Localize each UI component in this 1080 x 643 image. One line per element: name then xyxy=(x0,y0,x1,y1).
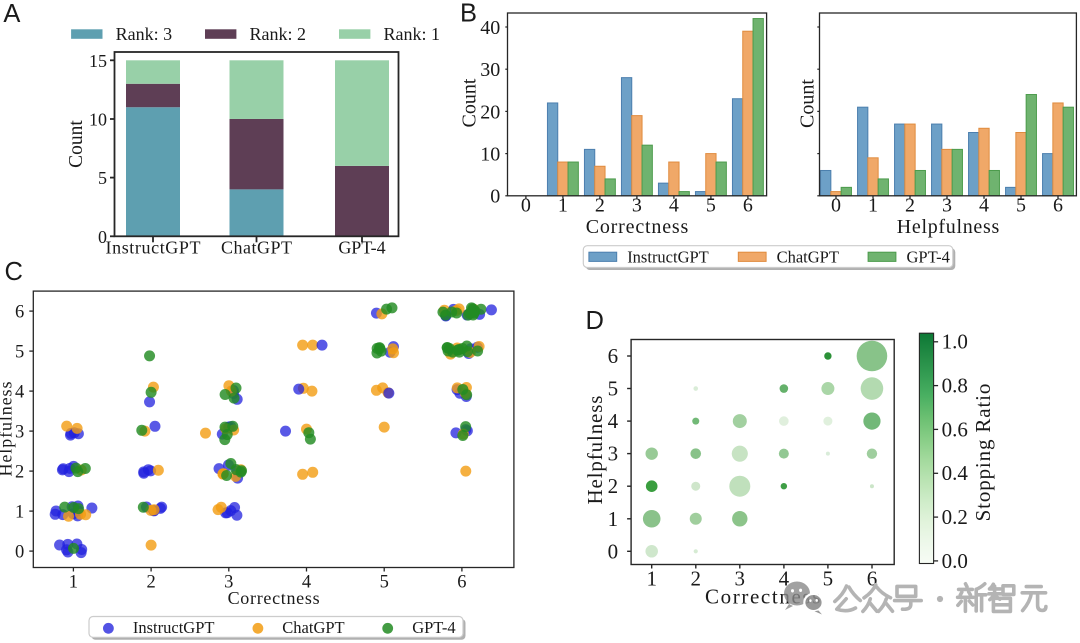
svg-text:5: 5 xyxy=(98,168,107,188)
svg-text:5: 5 xyxy=(380,573,389,593)
svg-text:ChatGPT: ChatGPT xyxy=(282,618,344,637)
svg-text:GPT-4: GPT-4 xyxy=(412,618,455,637)
svg-text:1: 1 xyxy=(608,507,619,531)
svg-text:0.8: 0.8 xyxy=(942,374,968,398)
svg-text:Stopping Ratio: Stopping Ratio xyxy=(971,384,995,522)
svg-text:D: D xyxy=(586,307,604,335)
svg-text:0: 0 xyxy=(831,195,841,217)
svg-text:Helpfulness: Helpfulness xyxy=(583,396,607,505)
svg-text:InstructGPT: InstructGPT xyxy=(106,238,201,258)
svg-text:InstructGPT: InstructGPT xyxy=(133,618,215,637)
svg-text:C: C xyxy=(5,258,23,286)
svg-text:A: A xyxy=(3,0,20,28)
svg-text:0: 0 xyxy=(98,227,107,247)
svg-text:1.0: 1.0 xyxy=(942,330,968,354)
svg-text:Count: Count xyxy=(458,78,480,127)
svg-text:3: 3 xyxy=(735,567,746,591)
svg-text:0.0: 0.0 xyxy=(942,549,968,573)
svg-text:ChatGPT: ChatGPT xyxy=(777,247,839,266)
svg-text:1: 1 xyxy=(558,195,568,217)
svg-text:0.2: 0.2 xyxy=(942,505,968,529)
svg-text:Rank: 2: Rank: 2 xyxy=(250,24,307,44)
svg-text:2: 2 xyxy=(905,195,915,217)
svg-text:4: 4 xyxy=(15,383,24,403)
svg-text:Count: Count xyxy=(796,79,818,128)
svg-text:Rank: 3: Rank: 3 xyxy=(116,24,173,44)
svg-text:2: 2 xyxy=(146,573,155,593)
svg-text:4: 4 xyxy=(979,195,989,217)
svg-text:2: 2 xyxy=(608,474,619,498)
svg-text:6: 6 xyxy=(457,573,466,593)
svg-text:0: 0 xyxy=(608,539,619,563)
svg-text:10: 10 xyxy=(89,110,107,130)
svg-text:6: 6 xyxy=(743,195,753,217)
svg-text:2: 2 xyxy=(691,567,702,591)
svg-text:ChatGPT: ChatGPT xyxy=(221,238,292,258)
svg-text:20: 20 xyxy=(480,101,500,123)
svg-text:0.6: 0.6 xyxy=(942,417,968,441)
svg-text:Helpfulness: Helpfulness xyxy=(0,382,16,477)
svg-text:1: 1 xyxy=(69,573,78,593)
svg-text:4: 4 xyxy=(669,195,679,217)
svg-text:0: 0 xyxy=(521,195,531,217)
svg-text:Rank: 1: Rank: 1 xyxy=(384,24,441,44)
svg-text:10: 10 xyxy=(480,144,500,166)
svg-text:0: 0 xyxy=(15,543,24,563)
svg-text:1: 1 xyxy=(15,503,24,523)
svg-text:4: 4 xyxy=(779,567,790,591)
svg-text:6: 6 xyxy=(15,303,24,323)
svg-text:5: 5 xyxy=(15,343,24,363)
svg-text:0.4: 0.4 xyxy=(942,461,969,485)
svg-text:5: 5 xyxy=(823,567,834,591)
svg-text:6: 6 xyxy=(867,567,878,591)
svg-text:40: 40 xyxy=(480,17,500,39)
svg-text:6: 6 xyxy=(1053,195,1063,217)
svg-text:Count: Count xyxy=(66,120,87,168)
svg-text:1: 1 xyxy=(868,195,878,217)
svg-text:30: 30 xyxy=(480,59,500,81)
svg-text:3: 3 xyxy=(632,195,642,217)
svg-text:InstructGPT: InstructGPT xyxy=(627,247,709,266)
svg-text:5: 5 xyxy=(608,377,619,401)
svg-text:0: 0 xyxy=(490,186,500,208)
svg-text:3: 3 xyxy=(224,573,233,593)
svg-text:15: 15 xyxy=(89,51,107,71)
svg-text:Correctness: Correctness xyxy=(228,588,320,608)
svg-text:B: B xyxy=(460,0,477,27)
svg-text:1: 1 xyxy=(646,567,657,591)
svg-text:5: 5 xyxy=(706,195,716,217)
svg-text:GPT-4: GPT-4 xyxy=(907,247,950,266)
svg-text:5: 5 xyxy=(1016,195,1026,217)
svg-text:GPT-4: GPT-4 xyxy=(338,238,385,258)
svg-text:4: 4 xyxy=(302,573,311,593)
svg-text:6: 6 xyxy=(608,344,619,368)
svg-text:3: 3 xyxy=(15,423,24,443)
svg-text:3: 3 xyxy=(942,195,952,217)
svg-text:3: 3 xyxy=(608,442,619,466)
svg-text:Correctness: Correctness xyxy=(586,216,689,238)
svg-text:2: 2 xyxy=(595,195,605,217)
svg-text:Helpfulness: Helpfulness xyxy=(897,216,1000,238)
svg-text:4: 4 xyxy=(608,409,619,433)
svg-text:2: 2 xyxy=(15,463,24,483)
